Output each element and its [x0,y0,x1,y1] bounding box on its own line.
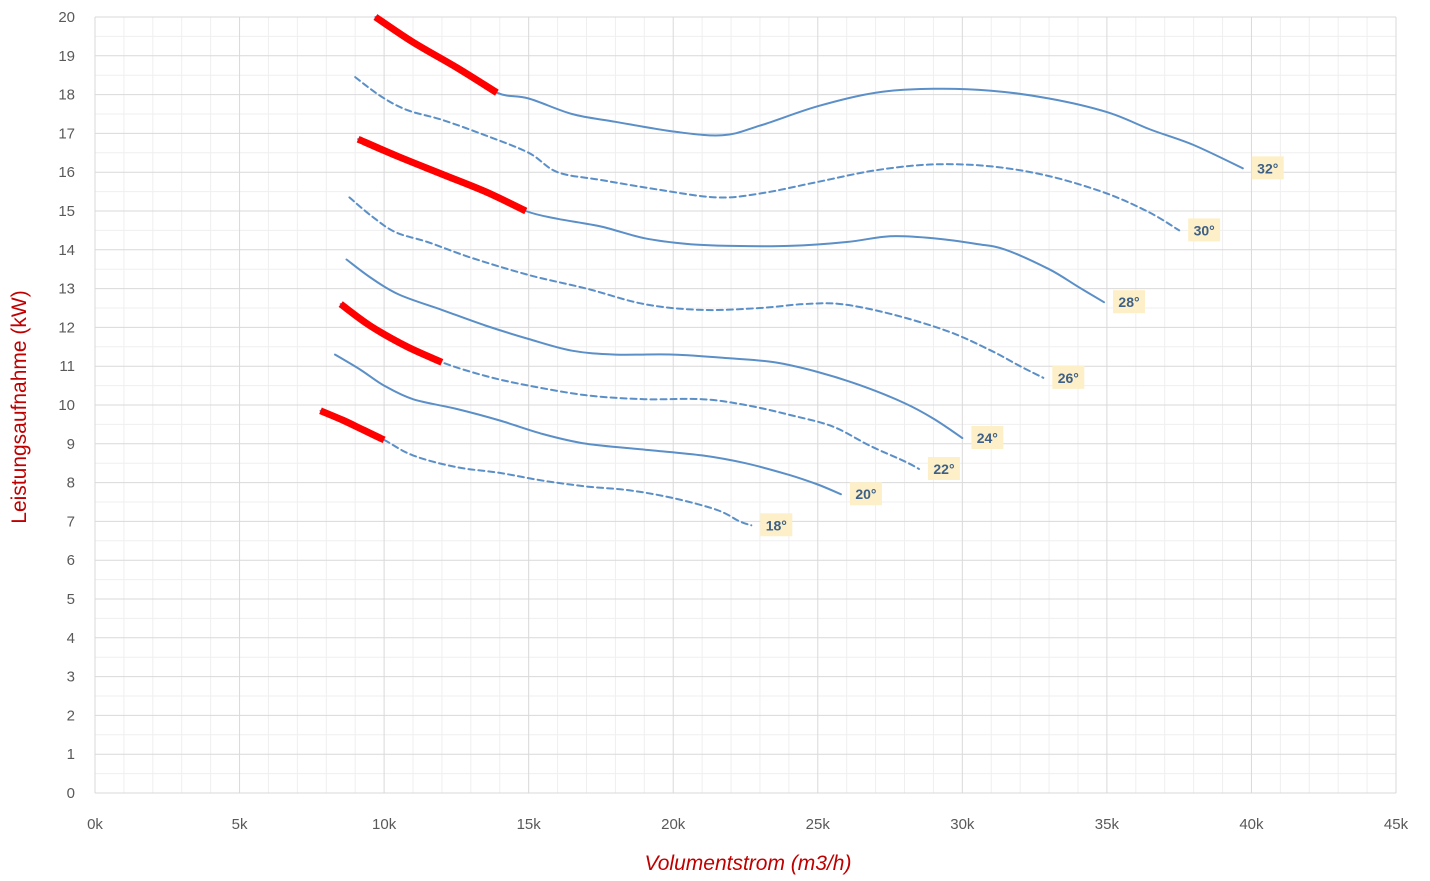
series-label-18: 18° [766,517,787,533]
y-tick-label: 0 [67,785,75,802]
grid [94,16,1397,794]
y-axis-title: Leistungsaufnahme (kW) [8,290,31,523]
y-tick-label: 14 [58,242,75,259]
x-tick-label: 15k [517,816,542,833]
series-label-26: 26° [1058,370,1079,386]
series-label-bg-22 [927,457,960,481]
x-tick-labels: 0k 5k 10k 15k 20k 25k 30k 35k 40k 45k [87,816,1409,833]
x-tick-label: 45k [1384,816,1409,833]
highlight-segment-22 [338,301,444,366]
series-label-28: 28° [1118,294,1139,310]
series-line-24 [345,258,964,439]
series-line-18 [319,409,753,527]
y-tick-label: 19 [58,48,75,65]
highlight-segments [319,14,528,444]
series-label-bg-28 [1112,290,1145,314]
x-tick-label: 10k [372,816,397,833]
series-line-20 [334,353,842,496]
series-lines [319,16,1244,527]
x-tick-label: 20k [661,816,686,833]
y-tick-label: 17 [58,125,75,142]
series-end-labels: 32° 30° 28° 26° 24° 22° 20° 18° [760,156,1284,537]
y-tick-label: 18 [58,87,75,104]
y-tick-label: 13 [58,281,75,298]
series-line-26 [348,196,1045,379]
series-line-32 [374,16,1244,170]
series-label-32: 32° [1257,160,1278,176]
y-tick-label: 20 [58,9,75,26]
series-line-30 [354,76,1181,232]
y-tick-label: 4 [67,630,75,647]
series-label-24: 24° [977,430,998,446]
y-tick-label: 16 [58,164,75,181]
x-tick-label: 30k [950,816,975,833]
highlight-segment-28 [356,135,528,215]
x-tick-label: 35k [1095,816,1120,833]
x-tick-label: 40k [1239,816,1264,833]
highlight-segment-18 [319,407,386,444]
y-tick-label: 10 [58,397,75,414]
series-label-bg-20 [849,482,882,506]
series-label-30: 30° [1194,222,1215,238]
series-label-20: 20° [855,486,876,502]
series-label-bg-30 [1188,218,1221,242]
x-tick-label: 5k [232,816,248,833]
y-tick-label: 2 [67,707,75,724]
series-label-bg-24 [971,425,1004,449]
y-tick-label: 11 [59,358,75,375]
series-label-bg-26 [1052,365,1085,389]
x-axis-title: Volumentstrom (m3/h) [645,852,852,875]
series-label-bg-18 [760,513,793,537]
x-tick-label: 25k [806,816,831,833]
series-label-22: 22° [933,461,954,477]
y-tick-label: 6 [67,552,75,569]
y-tick-label: 8 [67,475,75,492]
y-tick-label: 9 [67,436,75,453]
y-tick-label: 15 [58,203,75,220]
series-label-bg-32 [1251,156,1284,180]
y-tick-label: 5 [67,591,75,608]
y-tick-label: 3 [67,669,75,686]
x-tick-label: 0k [87,816,103,833]
y-tick-label: 1 [67,746,75,763]
y-tick-label: 12 [58,319,75,336]
highlight-segment-32 [373,14,499,96]
y-tick-label: 7 [67,513,75,530]
